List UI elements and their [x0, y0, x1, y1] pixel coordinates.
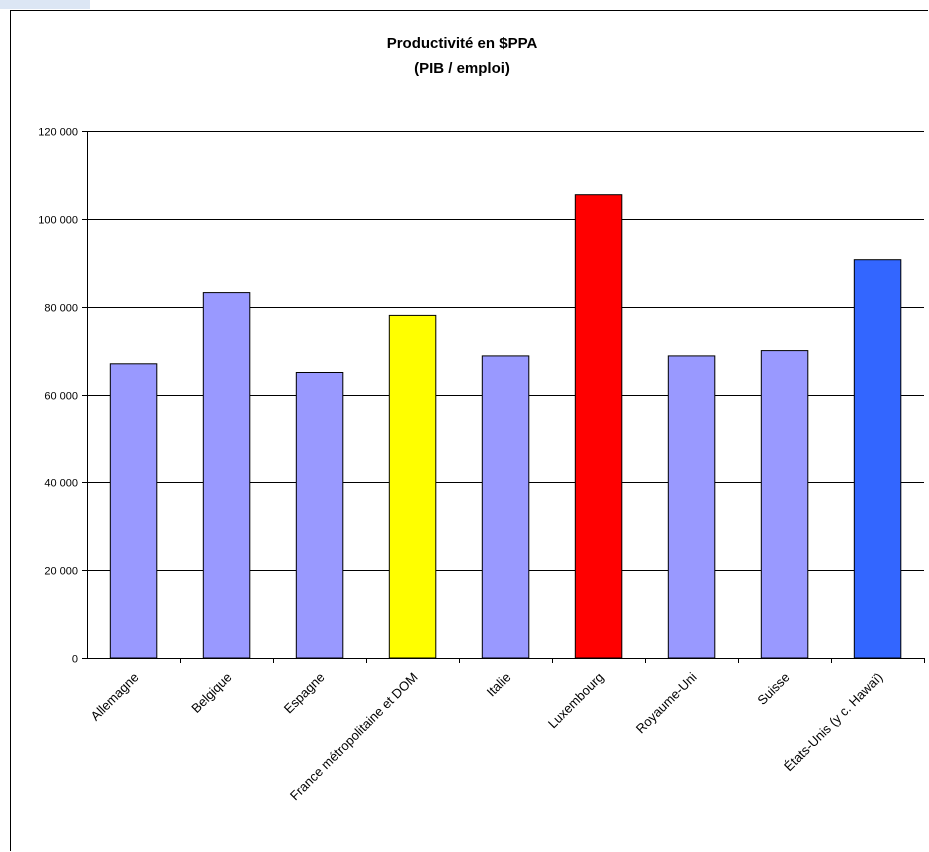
- x-category-label: Luxembourg: [545, 670, 607, 732]
- y-tick-label: 120 000: [38, 127, 78, 139]
- axes: [82, 131, 925, 663]
- bar: [574, 194, 623, 659]
- bar: [481, 355, 530, 659]
- x-category-label: Espagne: [281, 670, 328, 717]
- bar: [760, 350, 809, 659]
- x-category-label: Allemagne: [88, 670, 142, 724]
- bar: [853, 259, 902, 659]
- corner-marker: [0, 0, 90, 9]
- bar: [202, 292, 251, 659]
- y-tick-label: 60 000: [44, 391, 78, 403]
- bar: [109, 363, 158, 659]
- chart-title-line-2: (PIB / emploi): [414, 60, 510, 77]
- bars: [109, 194, 902, 659]
- x-category-label: Royaume-Uni: [633, 669, 700, 736]
- bar: [388, 314, 437, 659]
- y-tick-label: 40 000: [44, 478, 78, 490]
- y-tick-label: 80 000: [44, 303, 78, 315]
- x-category-label: Suisse: [754, 670, 792, 708]
- chart-title-line-1: Productivité en $PPA: [387, 35, 538, 52]
- x-category-label: Italie: [484, 670, 514, 700]
- bar: [667, 355, 716, 659]
- y-axis-tick-labels: 0 20 000 40 000 60 000 80 000 100 000 120 000: [38, 127, 78, 666]
- chart-frame: [10, 10, 928, 851]
- y-tick-label: 100 000: [38, 215, 78, 227]
- bar: [295, 372, 344, 659]
- y-tick-label: 20 000: [44, 566, 78, 578]
- y-tick-label: 0: [72, 654, 78, 666]
- x-category-label: États-Unis (y c. Hawaï): [781, 670, 886, 775]
- x-category-label: Belgique: [188, 670, 234, 716]
